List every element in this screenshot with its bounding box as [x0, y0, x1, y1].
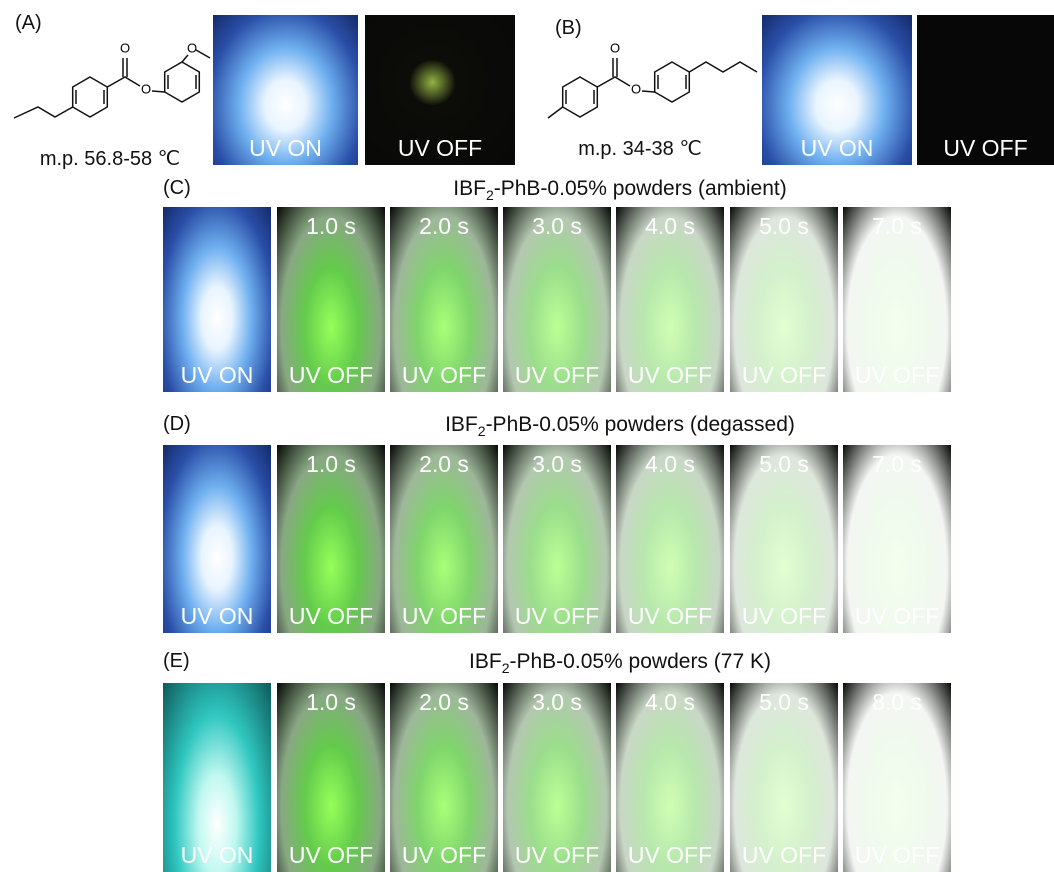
- frame-photo: 5.0 s UV OFF: [730, 445, 838, 633]
- frame-photo: 3.0 s UV OFF: [503, 445, 611, 633]
- frame-time: 4.0 s: [616, 213, 724, 240]
- row-title: IBF2-PhB-0.05% powders (degassed): [270, 413, 970, 439]
- frame-photo: 5.0 s UV OFF: [730, 683, 838, 872]
- frame-caption: UV OFF: [730, 362, 838, 389]
- frame-caption: UV OFF: [843, 362, 951, 389]
- frame-photo: 4.0 s UV OFF: [616, 683, 724, 872]
- title-subscript: 2: [478, 423, 486, 439]
- frame-caption: UV OFF: [730, 842, 838, 869]
- frame-caption: UV OFF: [503, 362, 611, 389]
- figure: O O O O O (A) m.p. 56.8-58 ℃ (B) m.p. 34…: [0, 0, 1054, 872]
- frame-time: 5.0 s: [730, 689, 838, 716]
- panel-label: (D): [163, 413, 191, 436]
- frame-caption: UV OFF: [616, 362, 724, 389]
- frame-caption: UV OFF: [843, 842, 951, 869]
- row-title: IBF2-PhB-0.05% powders (77 K): [270, 650, 970, 676]
- melting-point: m.p. 56.8-58 ℃: [20, 146, 200, 171]
- title-text: IBF: [469, 650, 502, 673]
- frame-photo: 1.0 s UV OFF: [277, 683, 385, 872]
- panel-label: (B): [555, 17, 582, 40]
- frame-time: 2.0 s: [390, 689, 498, 716]
- frame-caption: UV OFF: [616, 603, 724, 630]
- frame-photo: UV ON: [163, 683, 271, 872]
- frame-caption: UV OFF: [277, 842, 385, 869]
- atom: O: [631, 81, 641, 96]
- title-text: -PhB-0.05% powders (ambient): [494, 177, 787, 200]
- frame-photo: 2.0 s UV OFF: [390, 445, 498, 633]
- frame-photo: 3.0 s UV OFF: [503, 207, 611, 392]
- melting-point: m.p. 34-38 ℃: [550, 136, 730, 161]
- molecule-b: O O: [548, 40, 757, 118]
- frame-photo: 7.0 s UV OFF: [843, 207, 951, 392]
- frame-photo: 1.0 s UV OFF: [277, 445, 385, 633]
- frame-caption: UV OFF: [390, 842, 498, 869]
- frame-caption: UV OFF: [843, 603, 951, 630]
- photo: UV OFF: [365, 15, 515, 165]
- panel-label: (C): [163, 177, 191, 200]
- title-text: -PhB-0.05% powders (77 K): [510, 650, 771, 673]
- frame-photo: UV ON: [163, 207, 271, 392]
- frame-time: 7.0 s: [843, 451, 951, 478]
- frame-caption: UV OFF: [503, 842, 611, 869]
- frame-time: 4.0 s: [616, 689, 724, 716]
- frame-photo: 2.0 s UV OFF: [390, 207, 498, 392]
- photo: UV ON: [762, 15, 912, 165]
- frame-time: 8.0 s: [843, 689, 951, 716]
- frame-time: 1.0 s: [277, 689, 385, 716]
- frame-time: 5.0 s: [730, 451, 838, 478]
- frame-time: 1.0 s: [277, 451, 385, 478]
- frame-time: 1.0 s: [277, 213, 385, 240]
- frame-photo: UV ON: [163, 445, 271, 633]
- frame-photo: 5.0 s UV OFF: [730, 207, 838, 392]
- atom: O: [120, 40, 130, 55]
- frame-caption: UV OFF: [390, 362, 498, 389]
- row-title: IBF2-PhB-0.05% powders (ambient): [270, 177, 970, 203]
- frame-photo: 4.0 s UV OFF: [616, 445, 724, 633]
- photo-caption: UV OFF: [365, 135, 515, 162]
- frame-time: 2.0 s: [390, 213, 498, 240]
- photo: UV OFF: [917, 15, 1054, 165]
- frame-caption: UV ON: [163, 603, 271, 630]
- frame-caption: UV ON: [163, 362, 271, 389]
- atom: O: [187, 40, 197, 55]
- frame-photo: 8.0 s UV OFF: [843, 683, 951, 872]
- photo: UV ON: [213, 15, 358, 165]
- frame-caption: UV OFF: [616, 842, 724, 869]
- photo-caption: UV OFF: [917, 135, 1054, 162]
- title-text: IBF: [453, 177, 486, 200]
- frame-time: 7.0 s: [843, 213, 951, 240]
- frame-caption: UV OFF: [730, 603, 838, 630]
- frame-time: 4.0 s: [616, 451, 724, 478]
- frame-time: 3.0 s: [503, 451, 611, 478]
- frame-caption: UV OFF: [390, 603, 498, 630]
- frame-photo: 4.0 s UV OFF: [616, 207, 724, 392]
- photo-caption: UV ON: [213, 135, 358, 162]
- frame-photo: 1.0 s UV OFF: [277, 207, 385, 392]
- frame-photo: 2.0 s UV OFF: [390, 683, 498, 872]
- frame-time: 5.0 s: [730, 213, 838, 240]
- molecule-a: O O O: [14, 40, 210, 118]
- frame-time: 2.0 s: [390, 451, 498, 478]
- frame-caption: UV ON: [163, 842, 271, 869]
- atom: O: [610, 40, 620, 55]
- title-subscript: 2: [486, 187, 494, 203]
- frame-time: 3.0 s: [503, 689, 611, 716]
- atom: O: [141, 81, 151, 96]
- frame-caption: UV OFF: [277, 603, 385, 630]
- title-text: -PhB-0.05% powders (degassed): [486, 413, 795, 436]
- title-subscript: 2: [502, 660, 510, 676]
- frame-photo: 7.0 s UV OFF: [843, 445, 951, 633]
- frame-time: 3.0 s: [503, 213, 611, 240]
- frame-photo: 3.0 s UV OFF: [503, 683, 611, 872]
- title-text: IBF: [445, 413, 478, 436]
- frame-caption: UV OFF: [277, 362, 385, 389]
- photo-caption: UV ON: [762, 135, 912, 162]
- frame-caption: UV OFF: [503, 603, 611, 630]
- panel-label: (E): [163, 650, 190, 673]
- panel-label: (A): [15, 12, 42, 35]
